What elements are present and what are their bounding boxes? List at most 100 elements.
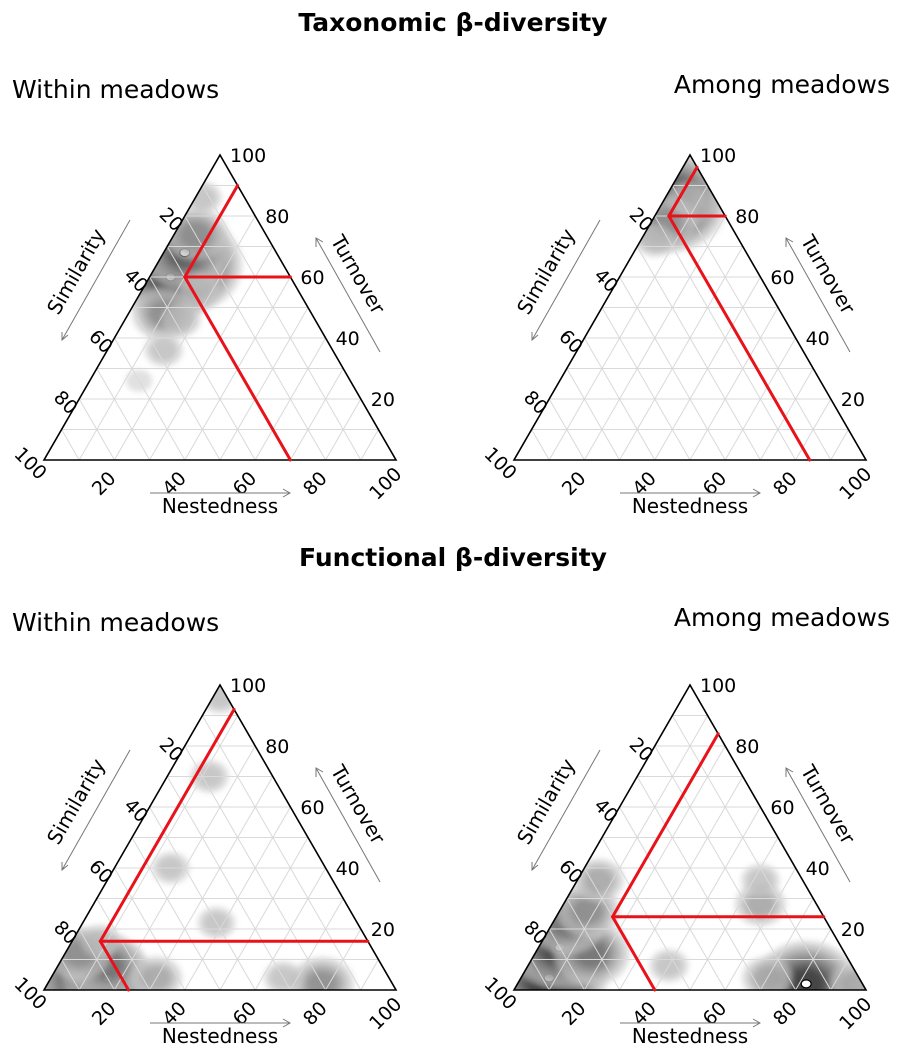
nestedness-arrowhead xyxy=(752,488,762,498)
turnover-axis-title: Turnover xyxy=(325,760,390,849)
similarity-tick-label: 80 xyxy=(49,386,82,419)
similarity-arrowhead xyxy=(61,332,69,342)
grid-line xyxy=(636,246,761,461)
grid-line xyxy=(531,429,550,461)
grid-line xyxy=(78,398,115,461)
functional-within-label: Within meadows xyxy=(12,608,220,637)
turnover-tick-label: 60 xyxy=(300,797,324,819)
nestedness-tick-label: 20 xyxy=(88,997,121,1030)
turnover-tick-label: 100 xyxy=(230,145,266,167)
turnover-tick-label: 80 xyxy=(735,736,759,758)
grid-line xyxy=(166,776,291,991)
turnover-axis-arrow xyxy=(315,767,381,883)
grid-line xyxy=(149,246,274,461)
nestedness-tick-label: 20 xyxy=(558,467,591,500)
nestedness-axis-title: Nestedness xyxy=(162,1024,278,1048)
grid-line xyxy=(636,776,761,991)
density-contour xyxy=(188,186,217,210)
taxonomic-among-label: Among meadows xyxy=(673,70,890,99)
turnover-tick-label: 60 xyxy=(300,267,324,289)
grid-line xyxy=(289,898,344,991)
similarity-arrowhead xyxy=(531,332,539,342)
grid-line xyxy=(671,715,832,991)
turnover-axis-title: Turnover xyxy=(325,230,390,319)
nestedness-arrowhead xyxy=(752,1018,762,1028)
turnover-tick-label: 100 xyxy=(230,675,266,697)
density-contour xyxy=(746,868,775,892)
grid-line xyxy=(830,959,849,991)
turnover-tick-label: 20 xyxy=(371,389,395,411)
similarity-tick-label: 100 xyxy=(10,443,51,484)
ternary-grid xyxy=(61,185,379,461)
ternary-grid xyxy=(531,185,849,461)
grid-line xyxy=(531,959,550,991)
grid-line xyxy=(61,429,80,461)
grid-line xyxy=(548,185,709,461)
grid-line xyxy=(219,837,309,991)
nestedness-axis-title: Nestedness xyxy=(632,1024,748,1048)
density-contour xyxy=(185,277,213,301)
turnover-axis-arrow xyxy=(785,767,851,883)
turnover-tick-label: 40 xyxy=(336,328,360,350)
centroid-line-nestedness xyxy=(667,214,812,462)
turnover-tick-label: 20 xyxy=(841,919,865,941)
similarity-tick-label: 40 xyxy=(590,264,623,297)
turnover-tick-label: 20 xyxy=(371,919,395,941)
similarity-tick-label: 60 xyxy=(84,325,117,358)
similarity-axis-arrow xyxy=(61,749,131,871)
grid-line xyxy=(201,185,362,461)
centroid-line-nestedness xyxy=(611,915,657,992)
grid-line xyxy=(583,337,656,461)
ternary-frame xyxy=(42,153,398,461)
grid-line xyxy=(113,337,186,461)
turnover-tick-label: 40 xyxy=(336,858,360,880)
grid-line xyxy=(566,368,621,461)
grid-line xyxy=(78,928,115,991)
density-layer xyxy=(610,155,727,258)
grid-line xyxy=(830,429,849,461)
similarity-tick-label: 80 xyxy=(519,386,552,419)
grid-line xyxy=(325,398,362,461)
nestedness-tick-label: 80 xyxy=(769,467,802,500)
grid-line xyxy=(689,837,779,991)
nestedness-tick-label: 80 xyxy=(299,467,332,500)
density-contour xyxy=(672,185,701,210)
turnover-tick-label: 40 xyxy=(806,858,830,880)
turnover-tick-label: 20 xyxy=(841,389,865,411)
nestedness-tick-label: 80 xyxy=(299,997,332,1030)
nestedness-tick-label: 80 xyxy=(769,997,802,1030)
centroid-line-similarity xyxy=(98,707,236,943)
grid-line xyxy=(113,867,186,991)
grid-line xyxy=(325,928,362,991)
ternary-frame xyxy=(512,683,868,991)
taxonomic-section-title: Taxonomic β-diversity xyxy=(298,8,608,37)
ternary-frame xyxy=(42,683,398,991)
grid-line xyxy=(601,837,691,991)
grid-line xyxy=(360,429,379,461)
ternary-frame xyxy=(512,153,868,461)
density-contour xyxy=(840,971,866,990)
centroid-line-nestedness xyxy=(183,275,292,462)
density-contour xyxy=(149,338,178,362)
similarity-tick-label: 20 xyxy=(155,733,188,766)
taxonomic-within-label: Within meadows xyxy=(12,75,220,104)
grid-line xyxy=(795,398,832,461)
grid-line xyxy=(131,307,221,461)
grid-line xyxy=(601,307,691,461)
nestedness-axis-title: Nestedness xyxy=(632,494,748,518)
grid-line xyxy=(759,898,814,991)
grid-line xyxy=(566,898,621,991)
similarity-tick-label: 60 xyxy=(554,325,587,358)
grid-line xyxy=(619,776,744,991)
grid-line xyxy=(96,368,151,461)
turnover-arrowhead xyxy=(785,767,794,777)
grid-line xyxy=(724,867,797,991)
grid-line xyxy=(548,715,709,991)
similarity-axis-title: Similarity xyxy=(42,754,110,848)
density-layer xyxy=(119,181,243,392)
grid-line xyxy=(795,928,832,991)
grid-line xyxy=(619,246,744,461)
grid-line xyxy=(96,898,151,991)
